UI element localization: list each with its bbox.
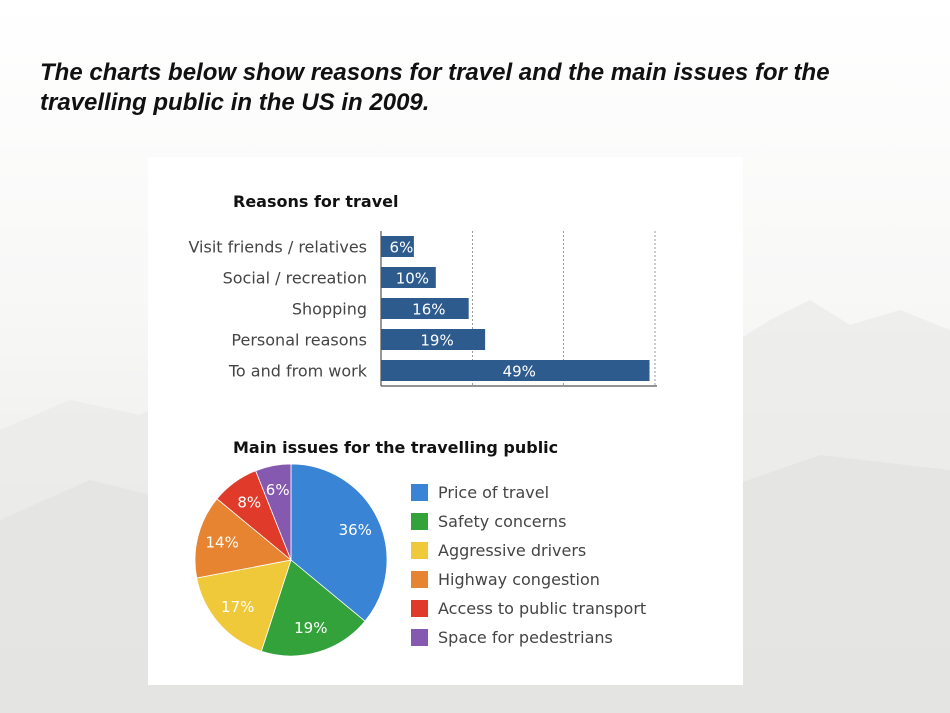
pie-slice-highway-congestion bbox=[194, 498, 292, 579]
pie-value-label: 19% bbox=[294, 619, 327, 637]
legend-swatch bbox=[411, 484, 428, 501]
bar-category-label: Shopping bbox=[292, 300, 367, 319]
legend-label: Aggressive drivers bbox=[438, 541, 586, 560]
page-heading: The charts below show reasons for travel… bbox=[40, 59, 830, 116]
pie-chart-legend: Price of travel Safety concerns Aggressive… bbox=[411, 483, 646, 647]
legend-label: Space for pedestrians bbox=[438, 628, 613, 647]
bar-value-label: 6% bbox=[390, 239, 414, 257]
legend-label: Safety concerns bbox=[438, 512, 566, 531]
bar-personal-reasons bbox=[381, 329, 486, 350]
bar-chart-category-labels: Visit friends / relatives Social / recrea… bbox=[188, 238, 367, 381]
bar-category-label: Visit friends / relatives bbox=[188, 238, 367, 257]
pie-chart-slices bbox=[194, 463, 388, 657]
pie-value-label: 6% bbox=[266, 481, 290, 499]
pie-value-label: 17% bbox=[221, 598, 254, 616]
bar-value-label: 16% bbox=[412, 301, 445, 319]
pie-value-label: 14% bbox=[206, 533, 239, 551]
charts-panel: Reasons for travel Visit friends / relat… bbox=[148, 157, 743, 685]
legend-label: Price of travel bbox=[438, 483, 549, 502]
pie-slice-price-of-travel bbox=[290, 463, 388, 622]
legend-swatch bbox=[411, 600, 428, 617]
pie-slice-safety-concerns bbox=[260, 559, 366, 657]
pie-chart-title: Main issues for the travelling public bbox=[233, 438, 558, 457]
bar-chart-title: Reasons for travel bbox=[233, 192, 398, 211]
legend-swatch bbox=[411, 571, 428, 588]
legend-swatch bbox=[411, 542, 428, 559]
bar-visit-friends-relatives bbox=[381, 236, 414, 257]
bar-value-label: 49% bbox=[503, 363, 536, 381]
bar-shopping bbox=[381, 298, 469, 319]
pie-slice-space-for-pedestrians bbox=[255, 463, 292, 561]
bar-value-label: 19% bbox=[420, 332, 453, 350]
pie-value-label: 8% bbox=[237, 494, 261, 512]
bar-chart-value-labels: 6% 10% 16% 19% 49% bbox=[390, 239, 536, 381]
bar-to-and-from-work bbox=[381, 360, 650, 381]
pie-value-label: 36% bbox=[339, 521, 372, 539]
legend-label: Access to public transport bbox=[438, 599, 646, 618]
bar-value-label: 10% bbox=[396, 270, 429, 288]
bar-social-recreation bbox=[381, 267, 436, 288]
bar-category-label: Social / recreation bbox=[223, 269, 367, 288]
bar-category-label: To and from work bbox=[228, 362, 368, 381]
bar-chart-bars bbox=[381, 236, 650, 381]
legend-swatch bbox=[411, 513, 428, 530]
pie-chart-value-labels: 36% 19% 17% 14% 8% 6% bbox=[206, 481, 372, 637]
pie-slice-aggressive-drivers bbox=[196, 559, 292, 652]
bar-category-label: Personal reasons bbox=[231, 331, 367, 350]
legend-label: Highway congestion bbox=[438, 570, 600, 589]
legend-swatch bbox=[411, 629, 428, 646]
